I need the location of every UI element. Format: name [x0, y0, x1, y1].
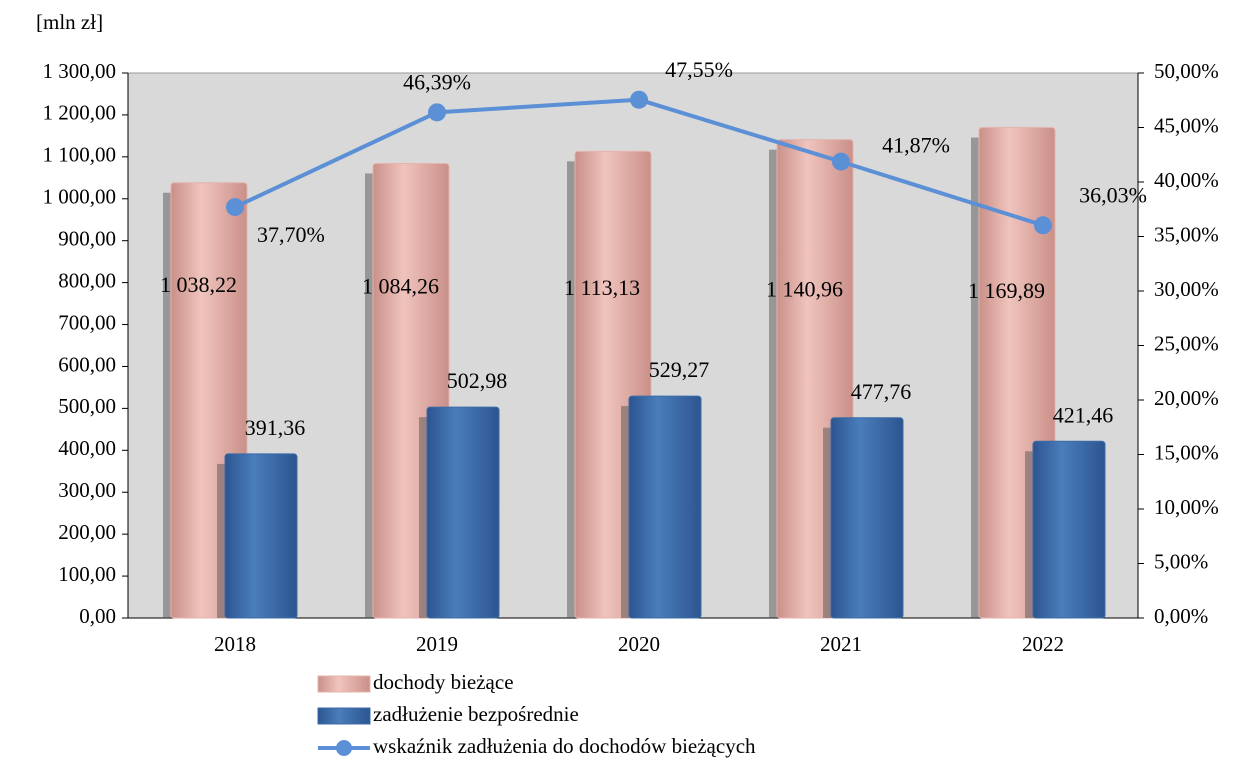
- value-label: 46,39%: [403, 69, 471, 94]
- y-tick-label: 400,00: [58, 436, 116, 460]
- bar: [224, 453, 298, 619]
- y-tick-label: 300,00: [58, 478, 116, 502]
- line-point: [226, 198, 244, 217]
- y2-tick-label: 35,00%: [1154, 222, 1219, 246]
- y-tick-label: 0,00: [79, 604, 116, 628]
- value-label: 502,98: [447, 368, 508, 393]
- x-tick-label: 2022: [1022, 632, 1064, 656]
- y2-tick-label: 40,00%: [1154, 168, 1219, 192]
- x-tick-label: 2018: [214, 632, 256, 656]
- value-label: 1 113,13: [564, 275, 640, 300]
- y2-tick-label: 10,00%: [1154, 495, 1219, 519]
- bar: [1032, 440, 1106, 619]
- y-tick-label: 200,00: [58, 520, 116, 544]
- value-label: 391,36: [245, 415, 306, 440]
- bar: [628, 395, 702, 619]
- line-point: [630, 90, 648, 109]
- value-label: 1 084,26: [362, 274, 439, 299]
- y2-tick-label: 50,00%: [1154, 59, 1219, 83]
- value-label: 529,27: [649, 357, 710, 382]
- y2-tick-label: 5,00%: [1154, 549, 1208, 573]
- y2-tick-label: 15,00%: [1154, 440, 1219, 464]
- legend-swatch: [317, 675, 371, 693]
- value-label: 1 140,96: [766, 277, 843, 302]
- y2-tick-label: 20,00%: [1154, 386, 1219, 410]
- value-label: 36,03%: [1079, 182, 1147, 207]
- x-tick-label: 2020: [618, 632, 660, 656]
- y-tick-label: 800,00: [58, 268, 116, 292]
- value-label: 1 038,22: [160, 272, 237, 297]
- value-label: 37,70%: [257, 222, 325, 247]
- y-tick-label: 1 000,00: [43, 185, 117, 209]
- y-tick-label: 1 200,00: [43, 101, 117, 125]
- y2-tick-label: 30,00%: [1154, 277, 1219, 301]
- y-tick-label: 900,00: [58, 227, 116, 251]
- legend-marker: [336, 740, 352, 756]
- y2-tick-label: 0,00%: [1154, 604, 1208, 628]
- line-point: [1034, 216, 1052, 235]
- legend-label: zadłużenie bezpośrednie: [373, 702, 579, 726]
- line-point: [832, 152, 850, 171]
- y2-tick-label: 25,00%: [1154, 331, 1219, 355]
- y-tick-label: 100,00: [58, 562, 116, 586]
- y-tick-label: 500,00: [58, 394, 116, 418]
- value-label: 421,46: [1053, 402, 1114, 427]
- y-tick-label: 700,00: [58, 310, 116, 334]
- value-label: 1 169,89: [968, 278, 1045, 303]
- value-label: 47,55%: [665, 57, 733, 82]
- y-tick-label: 600,00: [58, 352, 116, 376]
- y-tick-label: 1 300,00: [43, 59, 117, 83]
- x-tick-label: 2021: [820, 632, 862, 656]
- x-tick-label: 2019: [416, 632, 458, 656]
- value-label: 41,87%: [882, 133, 950, 158]
- y-tick-label: 1 100,00: [43, 143, 117, 167]
- y2-tick-label: 45,00%: [1154, 113, 1219, 137]
- legend-swatch: [317, 707, 371, 725]
- bar: [830, 417, 904, 619]
- y-axis-label: [mln zł]: [36, 10, 103, 34]
- legend-label: wskaźnik zadłużenia do dochodów bieżącyc…: [373, 734, 756, 758]
- legend-label: dochody bieżące: [373, 670, 514, 694]
- value-label: 477,76: [851, 379, 912, 404]
- line-point: [428, 103, 446, 122]
- bar: [426, 406, 500, 619]
